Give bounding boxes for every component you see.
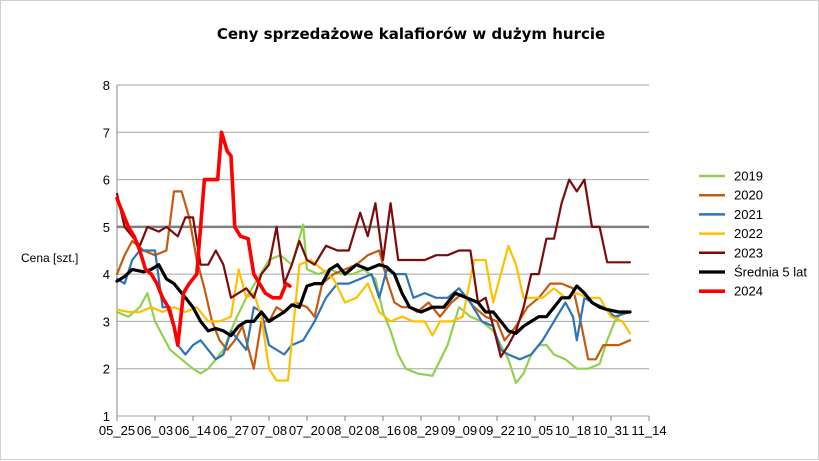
y-tick-label: 2: [103, 362, 110, 377]
x-tick-label: 06_14: [175, 423, 211, 438]
y-tick-label: 5: [103, 220, 110, 235]
x-tick-label: 10_05: [517, 423, 553, 438]
y-tick-label: 7: [103, 125, 110, 140]
chart-title: Ceny sprzedażowe kalafiorów w dużym hurc…: [217, 25, 605, 43]
grid-layer: [117, 84, 649, 417]
x-tick-label: 05_25: [99, 423, 135, 438]
legend-label: Średnia 5 lat: [734, 265, 807, 280]
legend-label: 2023: [734, 245, 763, 260]
y-tick-label: 6: [103, 173, 110, 188]
legend-label: 2022: [734, 226, 763, 241]
x-tick-label: 08_02: [327, 423, 363, 438]
x-tick-label: 11_14: [631, 423, 666, 438]
series-line-5: [115, 263, 632, 338]
legend-label: 2020: [734, 188, 763, 203]
y-tick-label: 1: [103, 409, 110, 424]
x-tick-label: 08_16: [365, 423, 401, 438]
x-tick-label: 07_08: [251, 423, 287, 438]
legend-label: 2019: [734, 169, 763, 184]
x-tick-label: 09_09: [441, 423, 477, 438]
y-axis-label: Cena [szt.]: [21, 251, 78, 265]
legend-label: 2024: [734, 284, 763, 299]
y-tick-label: 8: [103, 78, 110, 93]
series-line-2: [115, 249, 632, 361]
series-line-4: [115, 178, 632, 358]
x-tick-label: 09_22: [479, 423, 515, 438]
x-tick-label: 06_27: [213, 423, 249, 438]
y-tick-label: 3: [103, 314, 110, 329]
x-tick-label: 10_31: [593, 423, 629, 438]
legend-label: 2021: [734, 207, 763, 222]
x-tick-label: 07_20: [289, 423, 325, 438]
y-tick-label: 4: [103, 267, 110, 282]
x-tick-label: 06_03: [137, 423, 173, 438]
series-line-3: [115, 244, 632, 382]
legend: 2019 2020 2021 2022 2023 Średnia 5 lat 2024: [699, 169, 807, 299]
x-tick-label: 10_18: [555, 423, 591, 438]
series-layer: [115, 130, 632, 384]
x-tick-label: 08_29: [403, 423, 439, 438]
series-line-6: [115, 130, 292, 347]
